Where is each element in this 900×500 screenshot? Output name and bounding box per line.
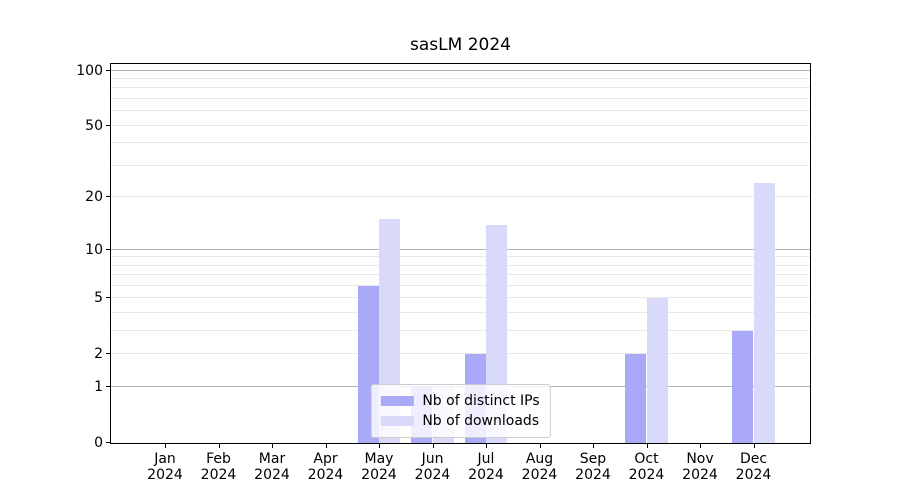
x-tick-year: 2024 bbox=[254, 467, 290, 483]
x-tick-label: Jun 2024 bbox=[401, 451, 465, 483]
y-tick-mark bbox=[106, 248, 110, 250]
x-tick-year: 2024 bbox=[468, 467, 504, 483]
x-tick-mark bbox=[486, 444, 487, 448]
legend-label-distinct-ips: Nb of distinct IPs bbox=[422, 393, 540, 409]
y-tick-label: 1 bbox=[94, 379, 103, 396]
y-tick-mark bbox=[106, 69, 110, 71]
x-tick-year: 2024 bbox=[361, 467, 397, 483]
minor-gridline bbox=[111, 196, 810, 198]
minor-gridline bbox=[111, 98, 810, 99]
y-tick-label: 2 bbox=[94, 346, 103, 363]
x-tick-label: Apr 2024 bbox=[294, 451, 358, 483]
minor-gridline bbox=[111, 330, 810, 332]
minor-gridline bbox=[111, 87, 810, 89]
x-tick-month: Sep bbox=[579, 451, 607, 467]
y-tick-mark bbox=[106, 442, 110, 443]
y-tick-mark bbox=[106, 124, 110, 126]
y-tick-label: 20 bbox=[85, 189, 103, 206]
x-tick-mark bbox=[593, 444, 594, 448]
x-tick-mark bbox=[379, 444, 380, 448]
x-tick-mark bbox=[700, 444, 701, 448]
major-gridline bbox=[111, 248, 810, 250]
x-tick-label: Feb 2024 bbox=[187, 451, 251, 483]
minor-gridline bbox=[111, 142, 810, 144]
x-tick-mark bbox=[432, 444, 434, 448]
legend-item-downloads: Nb of downloads bbox=[380, 411, 539, 431]
legend-swatch-distinct-ips-icon bbox=[380, 396, 414, 406]
x-tick-mark bbox=[539, 444, 541, 448]
minor-gridline bbox=[111, 297, 810, 299]
x-tick-year: 2024 bbox=[628, 467, 665, 483]
x-tick-month: Jan bbox=[154, 451, 176, 467]
minor-gridline bbox=[111, 264, 810, 266]
x-tick-month: Aug bbox=[525, 451, 554, 467]
x-tick-label: Oct 2024 bbox=[615, 451, 679, 483]
x-tick-month: Apr bbox=[313, 451, 338, 467]
y-tick-mark bbox=[106, 386, 110, 388]
legend-swatch-downloads-icon bbox=[380, 416, 414, 426]
x-tick-year: 2024 bbox=[414, 467, 451, 483]
minor-gridline bbox=[111, 124, 810, 126]
minor-gridline bbox=[111, 274, 810, 276]
x-tick-mark bbox=[218, 444, 220, 448]
x-tick-label: Sep 2024 bbox=[561, 451, 625, 483]
y-tick-label: 5 bbox=[94, 290, 103, 307]
minor-gridline bbox=[111, 312, 810, 314]
y-tick-label: 0 bbox=[94, 435, 103, 451]
legend: Nb of distinct IPs Nb of downloads bbox=[370, 384, 551, 438]
bar-distinct-ips bbox=[732, 331, 754, 443]
x-tick-label: Jan 2024 bbox=[133, 451, 197, 483]
x-tick-label: Dec 2024 bbox=[722, 451, 786, 483]
y-tick-mark bbox=[106, 297, 110, 299]
x-tick-year: 2024 bbox=[147, 467, 183, 483]
x-tick-mark bbox=[753, 444, 755, 448]
x-tick-year: 2024 bbox=[682, 467, 718, 483]
x-tick-month: Jun bbox=[421, 451, 444, 467]
minor-gridline bbox=[111, 110, 810, 112]
bar-distinct-ips bbox=[625, 354, 647, 443]
minor-gridline bbox=[111, 285, 810, 286]
x-tick-year: 2024 bbox=[307, 467, 344, 483]
x-tick-year: 2024 bbox=[735, 467, 772, 483]
minor-gridline bbox=[111, 256, 810, 258]
y-tick-mark bbox=[106, 353, 110, 355]
major-gridline bbox=[111, 69, 810, 71]
x-tick-label: Aug 2024 bbox=[508, 451, 572, 483]
y-tick-mark bbox=[106, 196, 110, 198]
x-tick-label: May 2024 bbox=[347, 451, 411, 483]
x-tick-mark bbox=[272, 444, 273, 448]
y-tick-label: 100 bbox=[76, 62, 103, 79]
x-tick-mark bbox=[646, 444, 648, 448]
x-tick-mark bbox=[325, 444, 327, 448]
legend-item-distinct-ips: Nb of distinct IPs bbox=[380, 391, 540, 411]
x-tick-year: 2024 bbox=[521, 467, 558, 483]
y-tick-label: 10 bbox=[85, 241, 103, 258]
bar-downloads bbox=[753, 183, 775, 443]
plot-area: Nb of distinct IPs Nb of downloads bbox=[110, 63, 811, 444]
minor-gridline bbox=[111, 78, 810, 79]
bar-downloads bbox=[646, 298, 668, 443]
x-tick-label: Nov 2024 bbox=[668, 451, 732, 483]
minor-gridline bbox=[111, 164, 810, 166]
x-tick-month: Jul bbox=[477, 451, 495, 467]
minor-gridline bbox=[111, 353, 810, 355]
x-tick-mark bbox=[165, 444, 166, 448]
x-tick-month: Oct bbox=[634, 451, 659, 467]
x-tick-label: Jul 2024 bbox=[454, 451, 518, 483]
x-tick-month: Nov bbox=[686, 451, 714, 467]
x-tick-month: May bbox=[364, 451, 394, 467]
x-tick-month: Mar bbox=[258, 451, 286, 467]
legend-label-downloads: Nb of downloads bbox=[422, 413, 540, 429]
x-tick-label: Mar 2024 bbox=[240, 451, 304, 483]
x-tick-month: Dec bbox=[739, 451, 768, 467]
x-tick-year: 2024 bbox=[575, 467, 611, 483]
x-tick-month: Feb bbox=[206, 451, 231, 467]
x-tick-year: 2024 bbox=[200, 467, 237, 483]
chart-title: sasLM 2024 bbox=[410, 35, 511, 55]
y-tick-label: 50 bbox=[85, 117, 103, 134]
